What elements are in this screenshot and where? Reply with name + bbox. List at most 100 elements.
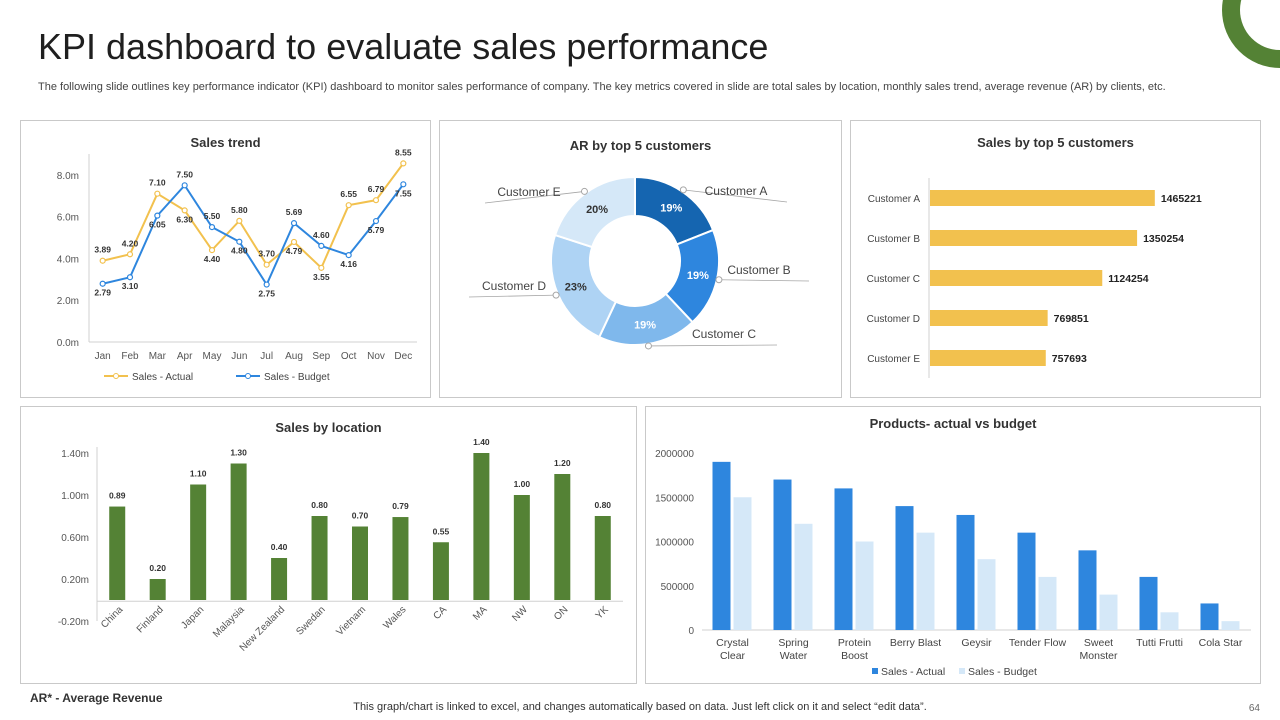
category-label: Crystal Clear (716, 637, 749, 662)
footnote: AR* - Average Revenue (30, 691, 163, 705)
data-label: 8.55 (395, 147, 412, 157)
bar-budget (1099, 594, 1118, 630)
category-label-line: Crystal (716, 637, 749, 649)
category-label-line: Tender Flow (1009, 637, 1067, 649)
data-point (345, 202, 352, 209)
bar-value-label: 1.00 (514, 479, 531, 489)
category-label: Japan (179, 604, 206, 631)
slice-percent-label: 19% (660, 203, 682, 215)
data-label: 7.10 (149, 178, 166, 188)
leader-marker (580, 187, 588, 195)
category-label: Spring Water (778, 637, 809, 662)
category-label-line: Clear (720, 650, 746, 662)
category-label: MA (471, 604, 490, 623)
data-point (318, 242, 325, 250)
data-label: 4.20 (122, 238, 139, 248)
y-tick-label: -0.20m (58, 617, 89, 628)
y-tick-label: 1000000 (655, 538, 694, 549)
bar-value-label: 0.89 (109, 491, 126, 501)
bar-value-label: 1.10 (190, 469, 207, 479)
category-label-line: Sweet (1084, 637, 1113, 649)
data-point (372, 217, 380, 225)
y-tick-label: 6.0m (57, 213, 79, 224)
data-point (318, 264, 325, 271)
data-label: 5.79 (368, 225, 385, 235)
top5-panel: Sales by top 5 customers Customer A 14652… (850, 120, 1261, 398)
data-label: 7.50 (176, 169, 193, 179)
y-tick-label: 0.60m (61, 533, 89, 544)
slice-percent-label: 20% (586, 204, 608, 216)
bar (554, 474, 571, 600)
data-label: 3.89 (94, 245, 111, 255)
page-title: KPI dashboard to evaluate sales performa… (38, 26, 769, 67)
category-label-line: Spring (778, 637, 809, 649)
bar (271, 558, 288, 600)
data-label: 5.80 (231, 205, 248, 215)
bar-value-label: 1.30 (230, 448, 247, 458)
location-chart: -0.20m 0.20m 0.60m 1.00m 1.40m 0.89 China 0.20 F… (58, 437, 623, 654)
bar (230, 463, 247, 600)
data-label: 4.79 (286, 246, 303, 256)
data-label: 6.05 (149, 220, 166, 230)
category-label: Protein Boost (838, 637, 871, 662)
top5-chart: Customer A 1465221 Customer B 1350254 Custom… (867, 178, 1202, 378)
category-label-line: Tutti Frutti (1136, 637, 1183, 649)
bar-actual (1078, 550, 1097, 630)
bar-value-label: 1465221 (1161, 193, 1202, 205)
category-label: Berry Blast (890, 637, 941, 649)
bar (432, 542, 449, 600)
data-label: 3.10 (122, 281, 139, 291)
data-point (181, 207, 188, 214)
page-subtitle: The following slide outlines key perform… (38, 81, 1166, 93)
products-panel: Products- actual vs budget 0 500000 100000… (645, 406, 1261, 684)
leader-marker (715, 276, 723, 284)
category-label: NW (510, 604, 530, 624)
bar (513, 495, 530, 600)
category-label: Malaysia (211, 604, 247, 640)
leader-line (648, 344, 778, 347)
bar (930, 230, 1138, 246)
category-label: Customer C (867, 274, 920, 285)
data-point (208, 224, 216, 231)
bar (930, 350, 1046, 366)
data-point (99, 280, 106, 287)
data-label: 5.69 (286, 207, 303, 217)
bar-budget (855, 541, 874, 630)
category-label-line: Water (780, 650, 808, 662)
bar-value-label: 1124254 (1108, 273, 1148, 285)
y-tick-label: 2000000 (655, 449, 694, 460)
bar-value-label: 0.79 (392, 501, 409, 511)
bar (311, 516, 328, 600)
sales-trend-panel: Sales trend 0.0m 2.0m 4.0m 6.0m 8.0m Jan Feb Ma… (20, 120, 431, 398)
bar-value-label: 1.40 (473, 437, 490, 447)
category-label-line: Monster (1080, 650, 1118, 662)
category-label-line: Geysir (961, 637, 992, 649)
data-point (400, 181, 407, 188)
bar-budget (1038, 576, 1057, 630)
bar-value-label: 0.40 (271, 542, 288, 552)
location-panel: Sales by location -0.20m 0.20m 0.60m 1.00m 1… (20, 406, 637, 684)
data-label: 2.79 (94, 288, 111, 298)
data-label: 3.70 (258, 249, 275, 259)
data-point (345, 252, 352, 259)
ar-panel: AR by top 5 customers 19% Customer A 19% Cu… (439, 120, 842, 398)
data-point (372, 197, 380, 204)
bar-value-label: 769851 (1054, 313, 1089, 325)
leader-line (718, 279, 810, 282)
y-tick-label: 0.20m (61, 575, 89, 586)
category-label: CA (431, 604, 449, 622)
y-tick-label: 1500000 (655, 493, 694, 504)
series-line-budget (102, 183, 405, 287)
x-tick-label: Apr (177, 351, 193, 362)
y-tick-label: 2.0m (57, 296, 79, 307)
legend-label: Sales - Budget (264, 372, 330, 383)
bar (352, 526, 368, 600)
bar (109, 506, 126, 600)
data-label: 4.60 (313, 230, 330, 240)
location-title: Sales by location (275, 420, 382, 435)
data-point (154, 190, 161, 197)
data-point (126, 274, 134, 281)
customer-label: Customer A (705, 184, 768, 198)
leader-marker (552, 291, 560, 299)
slice-percent-label: 19% (687, 270, 709, 282)
